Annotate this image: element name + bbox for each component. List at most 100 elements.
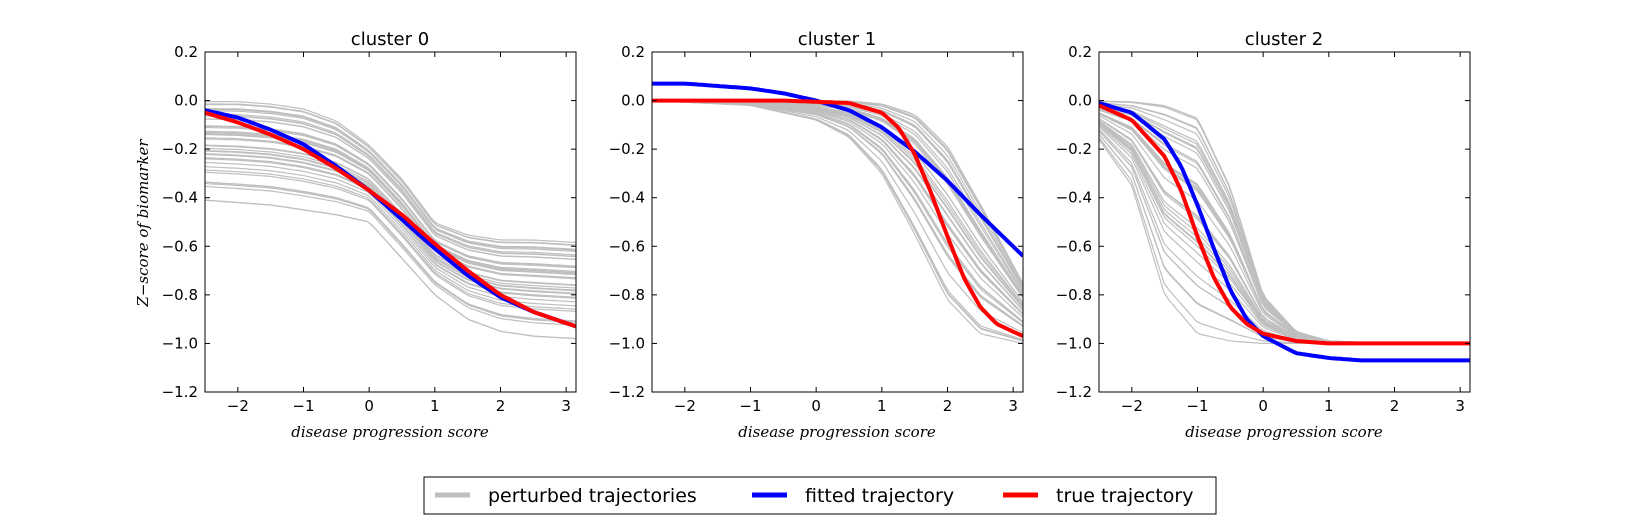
- perturbed-trajectory: [1099, 128, 1470, 344]
- y-tick-label: 0.0: [1068, 92, 1092, 110]
- y-tick-label: 0.2: [621, 43, 645, 61]
- y-tick-label: −1.2: [609, 383, 645, 401]
- perturbed-trajectory: [205, 134, 576, 276]
- perturbed-trajectory: [205, 100, 576, 244]
- y-tick-label: −0.4: [609, 189, 645, 207]
- y-tick-label: −1.0: [1056, 334, 1092, 352]
- perturbed-trajectory: [652, 100, 1023, 342]
- true-trajectory-line: [652, 98, 1023, 338]
- y-tick-label: −0.6: [609, 237, 645, 255]
- x-tick-label: 0: [364, 397, 374, 415]
- x-tick-label: 3: [1008, 397, 1018, 415]
- x-tick-label: 2: [1390, 397, 1400, 415]
- perturbed-trajectory: [205, 145, 576, 286]
- perturbed-trajectory: [205, 113, 576, 256]
- x-tick-label: 3: [1455, 397, 1465, 415]
- perturbed-trajectory: [1099, 113, 1470, 344]
- perturbed-trajectory: [205, 138, 576, 280]
- perturbed-trajectory: [652, 100, 1023, 344]
- x-tick-label: −2: [1121, 397, 1143, 415]
- perturbed-trajectory: [205, 181, 576, 322]
- axes-frame: [651, 51, 1024, 393]
- perturbed-trajectory: [652, 100, 1023, 334]
- y-tick-label: −0.8: [1056, 286, 1092, 304]
- legend-frame: [423, 476, 1217, 515]
- x-tick-label: 1: [877, 397, 887, 415]
- x-tick-label: 0: [1258, 397, 1268, 415]
- axes-frame: [204, 51, 577, 393]
- y-tick-label: 0.0: [621, 92, 645, 110]
- x-axis-label-cluster-2: disease progression score: [1185, 423, 1383, 441]
- perturbed-trajectory: [205, 199, 576, 340]
- y-tick-label: −0.6: [1056, 237, 1092, 255]
- y-axis-label: Z−score of biomarker: [134, 139, 152, 308]
- perturbed-trajectory: [205, 185, 576, 326]
- perturbed-trajectory: [205, 171, 576, 312]
- perturbed-trajectory: [205, 107, 576, 250]
- y-tick-label: −0.4: [1056, 189, 1092, 207]
- x-tick-label: −1: [292, 397, 314, 415]
- perturbed-trajectory: [1099, 130, 1470, 344]
- perturbed-trajectory: [205, 103, 576, 246]
- y-tick-label: −1.0: [162, 334, 198, 352]
- y-tick-label: −0.8: [609, 286, 645, 304]
- x-tick-label: 2: [496, 397, 506, 415]
- y-tick-label: 0.2: [1068, 43, 1092, 61]
- x-tick-label: 0: [811, 397, 821, 415]
- x-tick-label: −2: [227, 397, 249, 415]
- x-axis-label-cluster-0: disease progression score: [291, 423, 489, 441]
- x-tick-label: 1: [430, 397, 440, 415]
- legend: perturbed trajectories fitted trajectory…: [423, 476, 1217, 515]
- x-axis-label-cluster-1: disease progression score: [738, 423, 936, 441]
- perturbed-trajectory: [205, 182, 576, 323]
- y-tick-label: −1.2: [162, 383, 198, 401]
- x-tick-label: −1: [1186, 397, 1208, 415]
- y-tick-label: −0.2: [609, 140, 645, 158]
- true-trajectory-line: [1099, 103, 1470, 346]
- panel-cluster-1: −2 −1 0 1 2 3 0.2 0.0 −0.2 −0.4 −0.6 −0.8 −1.0 −1.2: [609, 43, 1024, 415]
- perturbed-trajectory: [205, 115, 576, 258]
- perturbed-trajectory: [652, 100, 1023, 341]
- plot-panels: −2 −1 0 1 2 30.20.0−0.2−0.4−0.6−0.8−1.0−1.2−2…: [162, 43, 1471, 415]
- legend-label-true: true trajectory: [1056, 485, 1193, 507]
- perturbed-trajectory: [1099, 102, 1470, 344]
- y-tick-label: 0.0: [174, 92, 198, 110]
- perturbed-trajectory: [205, 118, 576, 261]
- y-tick-label: −0.2: [162, 140, 198, 158]
- true-trajectory-line: [205, 110, 576, 329]
- perturbed-trajectory: [652, 100, 1023, 342]
- y-tick-label: −0.2: [1056, 140, 1092, 158]
- perturbed-trajectory: [652, 99, 1023, 284]
- perturbed-trajectory: [205, 158, 576, 299]
- plot-area: [1099, 100, 1470, 363]
- x-tick-label: 1: [1324, 397, 1334, 415]
- perturbed-trajectory: [205, 161, 576, 303]
- x-tick-label: −1: [739, 397, 761, 415]
- fitted-trajectory-line: [652, 81, 1023, 258]
- y-tick-label: 0.2: [174, 43, 198, 61]
- perturbed-trajectory: [205, 137, 576, 279]
- perturbed-trajectory: [205, 110, 576, 252]
- perturbed-trajectory: [1099, 102, 1470, 344]
- y-tick-label: −1.0: [609, 334, 645, 352]
- plot-area: [652, 81, 1023, 344]
- x-tick-label: 2: [943, 397, 953, 415]
- x-tick-label: 3: [561, 397, 571, 415]
- y-tick-label: −1.2: [1056, 383, 1092, 401]
- panel-cluster-2: −2 −1 0 1 2 3 0.2 0.0 −0.2 −0.4 −0.6 −0.8 −1.0 −1.2: [1056, 43, 1471, 415]
- panel-title-cluster-2: cluster 2: [1245, 29, 1323, 50]
- panel-cluster-0: −2 −1 0 1 2 3 0.2 0.0 −0.2 −0.4 −0.6 −0.8 −1.0 −1.2: [162, 43, 577, 415]
- perturbed-trajectory: [1099, 130, 1470, 344]
- perturbed-trajectory: [1099, 126, 1470, 344]
- panel-title-cluster-1: cluster 1: [798, 29, 876, 50]
- panel-title-cluster-0: cluster 0: [351, 29, 429, 50]
- y-tick-label: −0.6: [162, 237, 198, 255]
- legend-label-perturbed: perturbed trajectories: [488, 485, 697, 507]
- axes-frame: [1098, 51, 1471, 393]
- fitted-trajectory-line: [1099, 101, 1470, 363]
- plot-area: [205, 100, 576, 340]
- perturbed-trajectory: [1099, 115, 1470, 344]
- y-tick-label: −0.8: [162, 286, 198, 304]
- perturbed-trajectory: [1099, 103, 1470, 344]
